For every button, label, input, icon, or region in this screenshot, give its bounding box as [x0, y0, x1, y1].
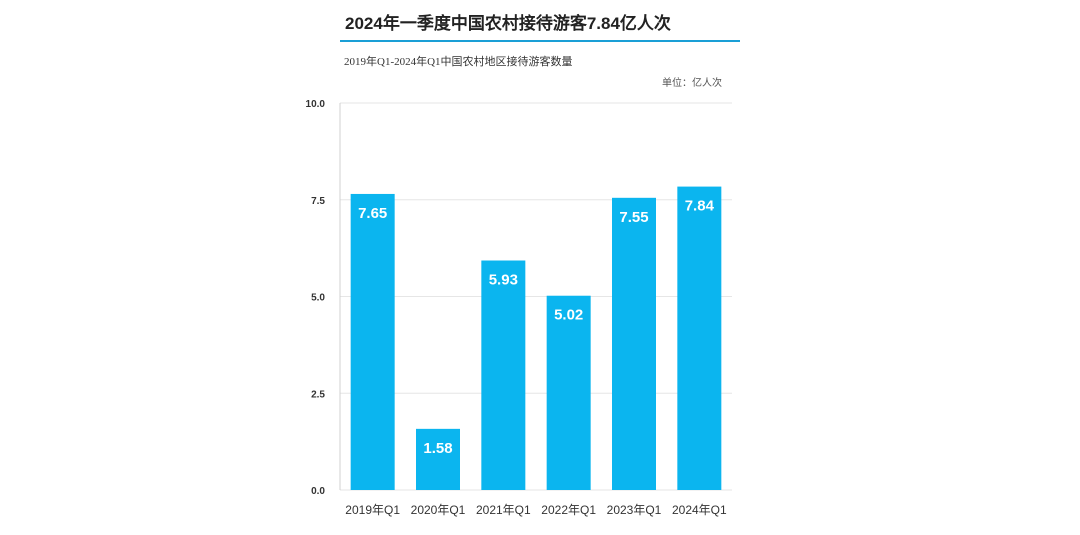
bar-value-label: 7.55 [619, 209, 648, 226]
title-underline [340, 40, 740, 42]
axis-layer: 0.0 2.5 5.0 7.5 10.0 2019年Q1 2020年Q1 2021年Q1 202… [306, 99, 727, 517]
bar-2022年Q1 [546, 295, 591, 490]
bar-2024年Q1 [677, 186, 722, 491]
y-tick-label: 2.5 [311, 389, 325, 400]
bar-2023年Q1 [612, 197, 656, 490]
x-tick-label: 2022年Q1 [541, 503, 596, 517]
x-tick-label: 2024年Q1 [672, 503, 727, 517]
y-tick-label: 7.5 [311, 196, 325, 207]
bar-2020年Q1 [416, 428, 460, 490]
bar-value-label: 1.58 [423, 440, 452, 457]
x-tick-label: 2023年Q1 [607, 503, 662, 517]
unit-label: 单位：亿人次 [662, 78, 722, 89]
y-tick-label: 0.0 [311, 486, 325, 497]
y-tick-label: 10.0 [306, 99, 326, 110]
chart-subtitle: 2019年Q1-2024年Q1中国农村地区接待游客数量 [344, 56, 573, 68]
x-tick-label: 2020年Q1 [411, 503, 466, 517]
grid-layer [340, 102, 732, 491]
label-layer: 7.65 1.58 5.93 5.02 7.55 7.84 [358, 198, 715, 457]
bar-2021年Q1 [481, 260, 526, 490]
bar-layer [350, 186, 722, 491]
x-tick-label: 2019年Q1 [345, 503, 400, 517]
bar-value-label: 5.02 [554, 307, 583, 324]
bar-value-label: 7.65 [358, 205, 387, 222]
bar-value-label: 7.84 [685, 198, 715, 215]
x-tick-label: 2021年Q1 [476, 503, 531, 517]
chart-title: 2024年一季度中国农村接待游客7.84亿人次 [345, 14, 671, 33]
y-tick-label: 5.0 [311, 293, 325, 304]
bar-value-label: 5.93 [489, 272, 518, 289]
bar-2019年Q1 [350, 193, 395, 490]
